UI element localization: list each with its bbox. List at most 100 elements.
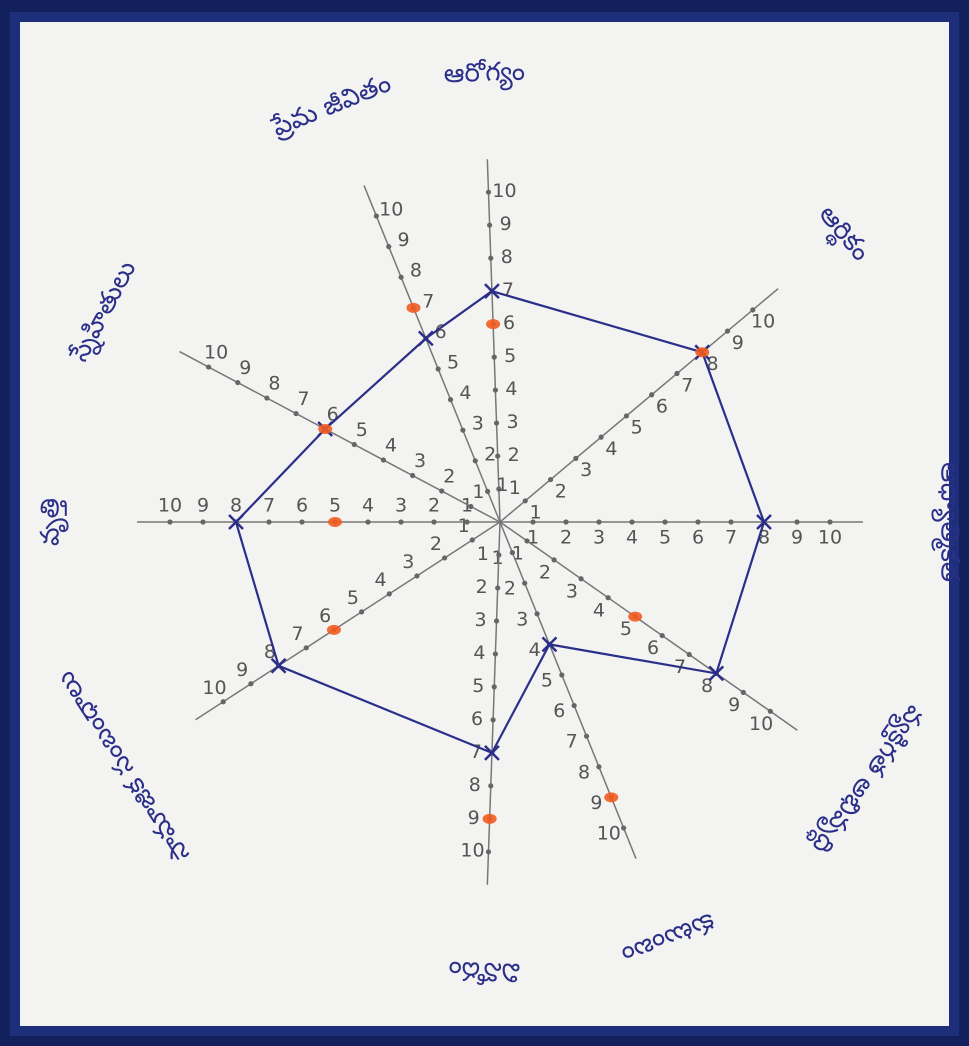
tick-label: 9 (239, 357, 251, 379)
tick-dot (414, 573, 420, 579)
tick-dot (303, 645, 309, 651)
tick-label: 1 (461, 495, 473, 517)
tick-dot (621, 825, 627, 831)
tick-label: 8 (578, 761, 590, 783)
tick-label: 2 (476, 576, 488, 598)
tick-label: 9 (728, 694, 740, 716)
tick-dot (264, 395, 270, 401)
tick-label: 2 (504, 578, 516, 600)
tick-dot (485, 849, 492, 855)
tick-label: 6 (471, 708, 483, 730)
tick-dot (491, 684, 497, 690)
tick-dot (409, 472, 416, 479)
tick-dot (469, 537, 475, 543)
axis-line (363, 185, 501, 523)
tick-label: 6 (503, 312, 515, 334)
tick-dot (605, 595, 611, 601)
tick-label: 7 (681, 374, 693, 396)
tick-label: 5 (447, 352, 459, 374)
tick-dot (686, 651, 692, 658)
tick-dot (493, 618, 500, 624)
tick-label: 7 (566, 731, 578, 753)
tick-label: 9 (500, 213, 512, 235)
tick-dot (827, 519, 833, 525)
orange-mark (604, 792, 619, 803)
tick-dot (509, 549, 515, 556)
tick-label: 4 (385, 434, 397, 456)
tick-dot (200, 519, 206, 525)
tick-dot (522, 580, 528, 586)
tick-label: 1 (458, 515, 470, 537)
tick-label: 7 (422, 290, 434, 312)
tick-dot (488, 783, 494, 789)
tick-dot (547, 476, 554, 483)
tick-dot (750, 307, 756, 313)
tick-dot (495, 585, 501, 591)
orange-mark (486, 319, 501, 330)
tick-dot (468, 503, 474, 510)
tick-label: 6 (296, 495, 308, 517)
tick-label: 2 (539, 561, 551, 583)
tick-dot (598, 434, 604, 440)
tick-label: 10 (749, 713, 773, 735)
x-marker (484, 744, 500, 761)
tick-dot (442, 555, 448, 561)
tick-label: 6 (319, 605, 331, 627)
tick-label: 5 (541, 669, 553, 691)
tick-label: 5 (504, 345, 516, 367)
tick-dot (167, 519, 173, 525)
tick-label: 2 (484, 443, 496, 465)
tick-label: 1 (496, 474, 508, 496)
tick-dot (573, 455, 579, 461)
orange-mark (406, 302, 421, 313)
tick-label: 9 (468, 807, 480, 829)
tick-label: 4 (375, 569, 387, 591)
tick-label: 4 (626, 527, 638, 549)
tick-dot (235, 379, 241, 386)
tick-dot (488, 255, 494, 261)
tick-dot (464, 519, 470, 525)
tick-label: 3 (506, 411, 518, 433)
orange-mark (628, 611, 643, 622)
tick-label: 10 (597, 822, 621, 844)
tick-label: 5 (472, 675, 484, 697)
tick-label: 9 (732, 332, 744, 354)
tick-label: 3 (414, 450, 426, 472)
tick-dot (596, 519, 602, 525)
tick-label: 6 (647, 637, 659, 659)
tick-label: 4 (593, 599, 605, 621)
tick-dot (794, 519, 800, 525)
axis-line (499, 521, 798, 731)
tick-label: 8 (230, 495, 242, 517)
tick-dot (248, 681, 254, 687)
tick-dot (380, 457, 387, 463)
tick-label: 4 (505, 378, 517, 400)
tick-label: 10 (379, 199, 403, 221)
tick-dot (206, 364, 212, 370)
axis-line (486, 159, 501, 523)
tick-dot (386, 244, 392, 250)
tick-label: 10 (204, 341, 228, 363)
tick-label: 3 (580, 459, 592, 481)
tick-dot (293, 410, 299, 417)
tick-label: 10 (460, 840, 484, 862)
tick-label: 4 (362, 495, 374, 517)
tick-label: 3 (516, 608, 528, 630)
orange-mark (326, 624, 341, 635)
orange-mark (318, 424, 333, 435)
tick-label: 2 (430, 533, 442, 555)
tick-dot (724, 328, 731, 334)
tick-label: 4 (605, 438, 617, 460)
tick-label: 8 (469, 774, 481, 796)
tick-label: 5 (620, 618, 632, 640)
tick-dot (623, 413, 629, 419)
tick-label: 8 (268, 372, 280, 394)
tick-dot (583, 733, 590, 739)
tick-dot (496, 486, 502, 492)
tick-label: 10 (751, 311, 775, 333)
tick-dot (571, 702, 577, 709)
tick-label: 10 (202, 677, 226, 699)
tick-dot (559, 672, 565, 678)
tick-dot (447, 397, 454, 403)
